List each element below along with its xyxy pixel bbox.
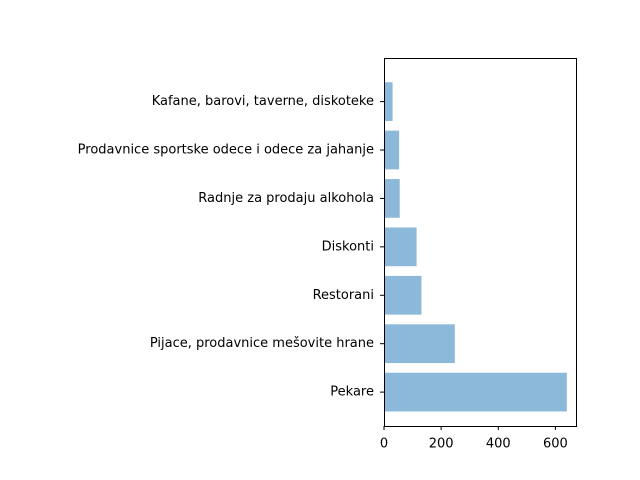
x-tick-label: 200	[429, 437, 454, 452]
bar-pijace-prodavnice-mesovite-hrane	[384, 324, 455, 364]
y-axis-ticks: Pekare Pijace, prodavnice mešovite hrane R…	[78, 94, 384, 400]
bars-group	[384, 82, 567, 412]
bar-diskonti	[384, 227, 417, 267]
bar-pekare	[384, 372, 567, 412]
y-tick-label: Radnje za prodaju alkohola	[198, 191, 374, 206]
y-tick-label: Diskonti	[322, 239, 374, 254]
x-tick-label: 0	[380, 437, 388, 452]
y-tick-label: Kafane, barovi, taverne, diskoteke	[152, 94, 374, 109]
bar-kafane-barovi-taverne-diskoteke	[384, 82, 393, 121]
bar-restorani	[384, 275, 422, 315]
y-tick-label: Prodavnice sportske odece i odece za jah…	[78, 143, 374, 158]
y-tick-label: Pijace, prodavnice mešovite hrane	[150, 336, 374, 351]
y-tick-label: Pekare	[330, 385, 374, 400]
x-tick-label: 600	[543, 437, 568, 452]
bar-prodavnice-sportske-odece-i-odece-za-jahanje	[384, 130, 400, 170]
x-axis-ticks: 0 200 400 600	[380, 426, 568, 452]
bar-radnje-za-prodaju-alkohola	[384, 179, 400, 218]
y-tick-label: Restorani	[313, 288, 374, 303]
x-tick-label: 400	[486, 437, 511, 452]
axes-frame	[384, 58, 577, 427]
